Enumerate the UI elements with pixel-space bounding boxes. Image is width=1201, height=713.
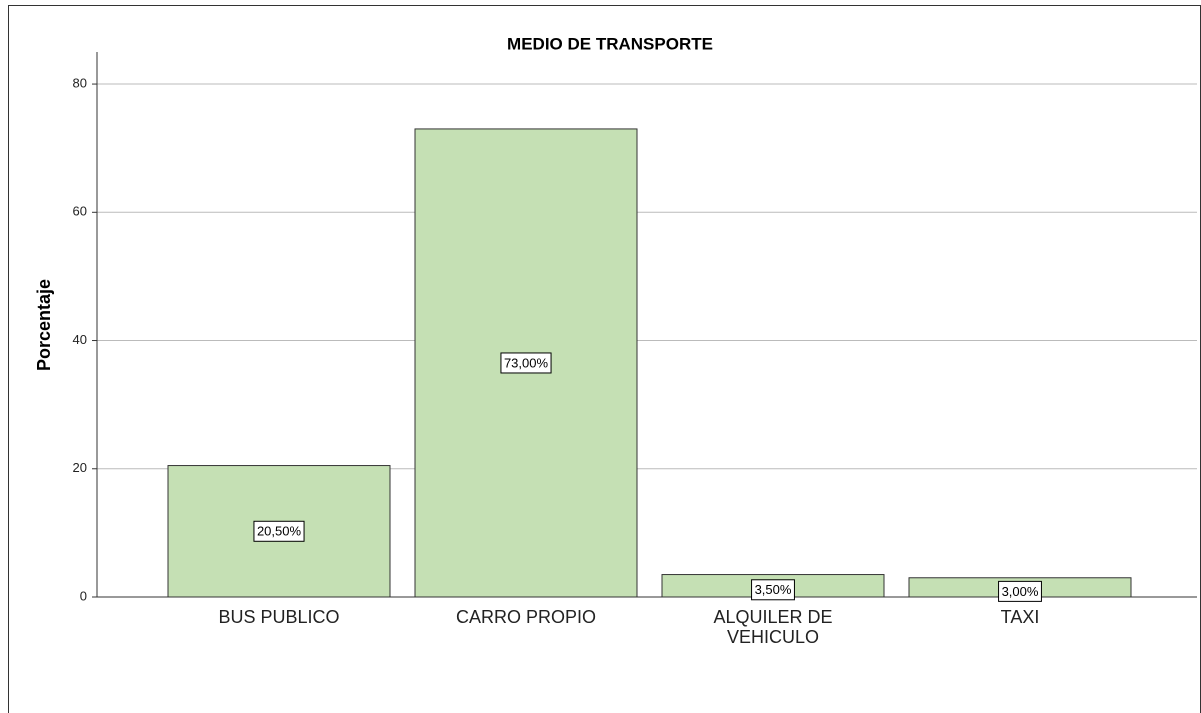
y-tick-label: 40 <box>73 332 87 347</box>
y-tick-label: 0 <box>80 588 87 603</box>
value-label-box <box>500 352 552 374</box>
y-tick-label: 80 <box>73 75 87 90</box>
x-tick-label: TAXI <box>1000 607 1040 627</box>
value-label: 3,50% <box>755 582 792 597</box>
x-tick-label: ALQUILER DE VEHICULO <box>713 607 833 647</box>
y-axis-label: Porcentaje <box>34 279 54 371</box>
y-tick-label: 20 <box>73 460 87 475</box>
value-label-box <box>253 520 305 542</box>
value-label-box <box>751 579 795 601</box>
value-label: 20,50% <box>257 524 302 539</box>
chart-title: MEDIO DE TRANSPORTE <box>507 34 713 53</box>
value-label: 3,00% <box>1002 584 1039 599</box>
y-tick-label: 60 <box>73 204 87 219</box>
value-label: 73,00% <box>504 355 549 370</box>
x-tick-label: BUS PUBLICO <box>218 607 340 627</box>
x-tick-label: CARRO PROPIO <box>455 607 597 627</box>
value-label-box <box>998 580 1042 602</box>
